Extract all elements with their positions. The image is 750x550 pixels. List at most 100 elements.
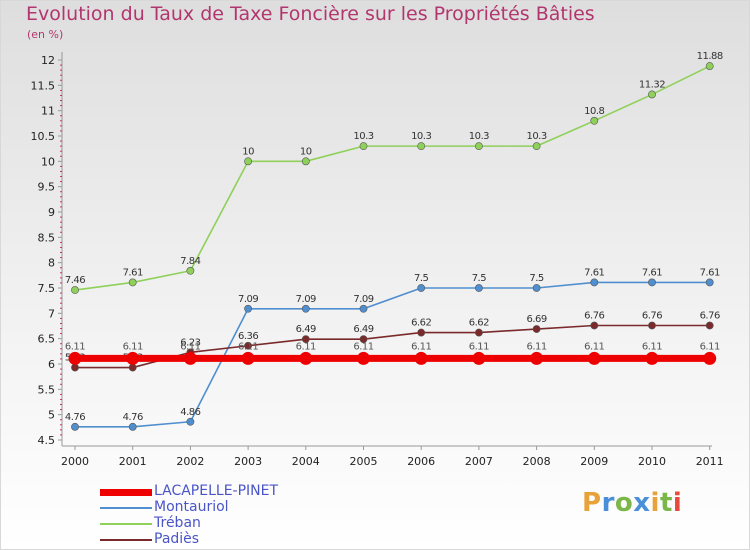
x-tick-label: 2009 — [580, 455, 608, 468]
x-tick-label: 2004 — [292, 455, 320, 468]
data-label-montauriol: 7.5 — [472, 273, 487, 284]
y-minor-tick — [60, 419, 62, 421]
y-minor-tick — [60, 125, 62, 127]
y-minor-tick — [60, 328, 62, 330]
chart-title: Evolution du Taux de Taxe Foncière sur l… — [26, 3, 595, 25]
y-minor-tick — [60, 393, 62, 395]
y-minor-tick — [60, 201, 62, 203]
data-label-padi-s: 6.69 — [526, 314, 546, 325]
data-label-tr-ban: 11.88 — [697, 51, 723, 62]
y-minor-tick — [60, 176, 62, 178]
data-label-tr-ban: 10.3 — [526, 131, 546, 142]
y-minor-tick — [60, 302, 62, 304]
x-tick-label: 2008 — [523, 455, 551, 468]
data-point-montauriol — [705, 278, 714, 287]
data-label-padi-s: 6.76 — [584, 310, 604, 321]
data-point-montauriol — [590, 278, 599, 287]
y-minor-tick — [60, 94, 62, 96]
y-minor-tick — [60, 409, 62, 411]
y-minor-tick — [60, 292, 62, 294]
data-point-tr-ban — [244, 157, 252, 166]
x-tick-label: 2003 — [234, 455, 262, 468]
y-minor-tick — [60, 282, 62, 284]
logo-letter: t — [659, 488, 673, 518]
y-minor-tick — [60, 115, 62, 117]
y-minor-tick — [60, 353, 62, 355]
y-tick-label: 11 — [41, 105, 55, 118]
y-tick-label: 9.5 — [38, 181, 56, 194]
y-tick-label: 10 — [41, 155, 55, 168]
data-point-montauriol — [301, 304, 310, 313]
data-point-montauriol — [186, 417, 195, 426]
legend-swatch — [100, 489, 152, 496]
data-label-padi-s: 6.76 — [642, 310, 662, 321]
data-label-montauriol: 7.61 — [700, 267, 720, 278]
data-point-lacapelle-pinet — [472, 351, 486, 365]
logo-letter: P — [582, 488, 602, 518]
y-minor-tick — [60, 130, 62, 132]
data-label-tr-ban: 10 — [242, 146, 254, 157]
data-label-lacapelle-pinet: 6.11 — [296, 341, 316, 352]
y-minor-tick — [60, 155, 62, 157]
data-point-montauriol — [244, 304, 252, 313]
data-point-padi-s — [705, 321, 714, 330]
data-label-tr-ban: 10.3 — [411, 131, 431, 142]
y-tick-label: 7.5 — [38, 282, 56, 295]
y-minor-tick — [60, 297, 62, 299]
y-tick-label: 10.5 — [31, 130, 56, 143]
data-point-tr-ban — [648, 90, 656, 99]
y-minor-tick — [60, 307, 62, 309]
data-point-lacapelle-pinet — [299, 351, 313, 365]
series-line-padi-s — [74, 324, 711, 369]
data-point-montauriol — [71, 422, 79, 431]
data-label-montauriol: 7.09 — [296, 294, 316, 305]
y-tick-label: 11.5 — [31, 79, 56, 92]
y-minor-tick — [60, 140, 62, 142]
data-label-tr-ban: 11.32 — [639, 79, 665, 90]
y-minor-tick — [60, 221, 62, 223]
data-point-padi-s — [474, 328, 483, 337]
data-label-tr-ban: 10.3 — [469, 131, 489, 142]
y-minor-tick — [60, 317, 62, 319]
y-minor-tick — [60, 105, 62, 107]
legend-label: Tréban — [154, 515, 201, 531]
y-tick-label: 9 — [48, 206, 55, 219]
data-label-montauriol: 7.61 — [642, 267, 662, 278]
data-point-tr-ban — [417, 142, 426, 151]
y-tick-label: 12 — [41, 54, 55, 67]
data-point-tr-ban — [128, 278, 137, 287]
data-label-lacapelle-pinet: 6.11 — [123, 341, 143, 352]
legend-label: Montauriol — [154, 499, 229, 515]
data-label-padi-s: 6.36 — [238, 331, 258, 342]
y-tick-label: 5 — [48, 409, 55, 422]
data-label-montauriol: 4.76 — [65, 412, 85, 423]
data-point-lacapelle-pinet — [703, 351, 717, 365]
data-point-lacapelle-pinet — [68, 351, 82, 365]
y-minor-tick — [60, 257, 62, 259]
data-point-lacapelle-pinet — [530, 351, 544, 365]
y-minor-tick — [60, 343, 62, 345]
data-point-lacapelle-pinet — [126, 351, 140, 365]
y-minor-tick — [60, 231, 62, 233]
y-minor-tick — [60, 170, 62, 172]
data-point-tr-ban — [532, 142, 541, 151]
data-label-padi-s: 6.23 — [180, 337, 200, 348]
legend-label: Padiès — [154, 531, 200, 547]
data-point-padi-s — [71, 363, 79, 372]
y-tick-label: 4.5 — [38, 434, 56, 447]
legend-swatch — [100, 507, 152, 509]
data-point-tr-ban — [301, 157, 310, 166]
data-label-lacapelle-pinet: 6.11 — [584, 341, 604, 352]
logo-letter: i — [650, 488, 660, 518]
y-minor-tick — [60, 434, 62, 436]
data-point-tr-ban — [474, 142, 483, 151]
data-label-lacapelle-pinet: 6.11 — [238, 341, 258, 352]
data-point-padi-s — [417, 328, 426, 337]
series-line-montauriol — [74, 281, 711, 428]
y-minor-tick — [60, 398, 62, 400]
y-tick-label: 8.5 — [38, 231, 56, 244]
legend-swatch — [100, 523, 152, 525]
y-minor-tick — [60, 373, 62, 375]
data-point-padi-s — [128, 363, 137, 372]
